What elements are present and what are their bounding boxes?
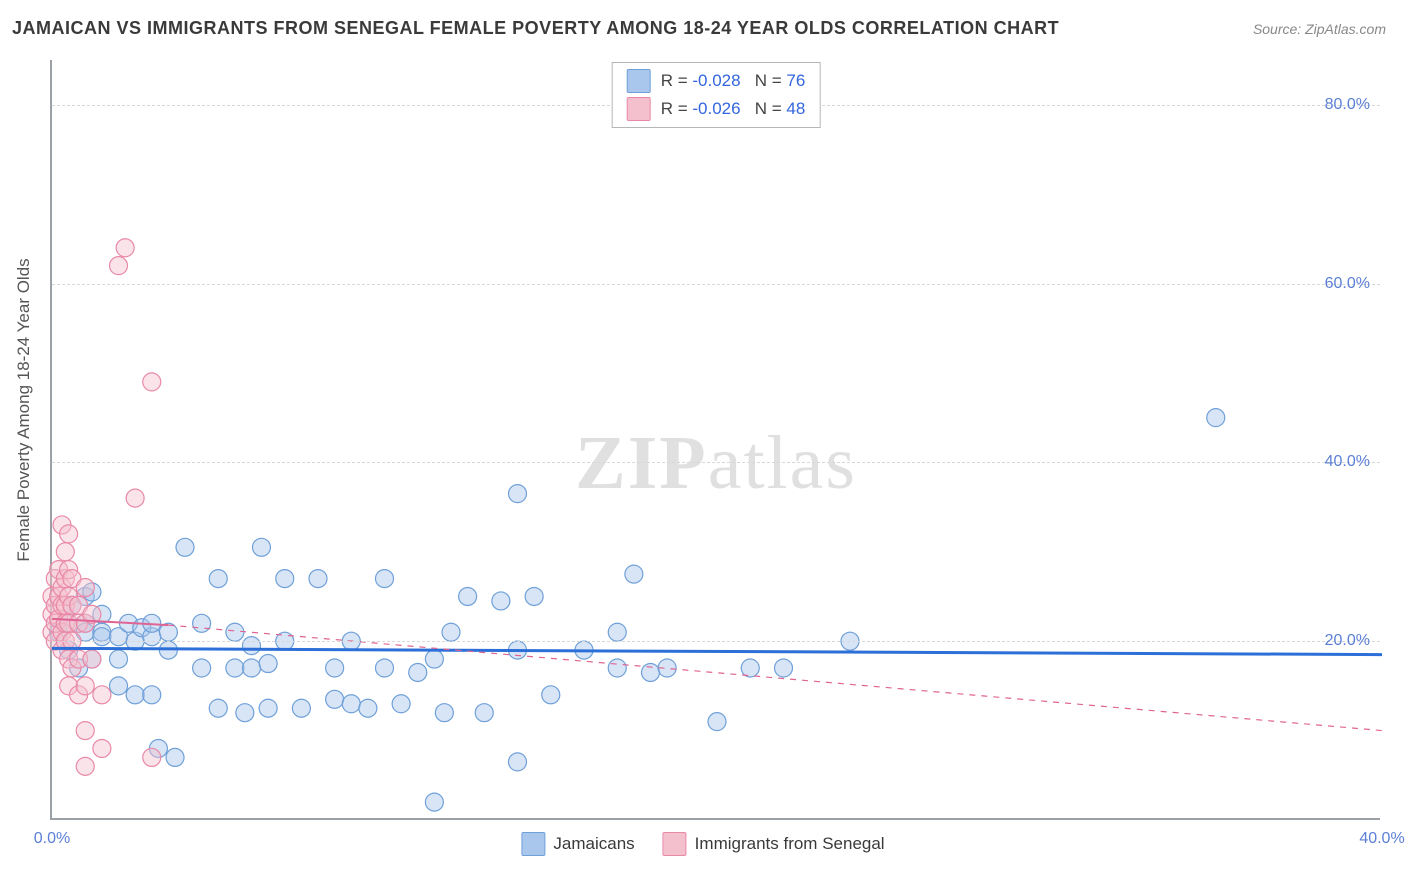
legend-item: Jamaicans: [521, 832, 634, 856]
data-point: [243, 637, 261, 655]
data-point: [708, 713, 726, 731]
x-tick-label: 0.0%: [34, 830, 70, 848]
data-point: [209, 570, 227, 588]
data-point: [492, 592, 510, 610]
corr-legend-text: R = -0.026 N = 48: [661, 99, 806, 119]
data-point: [775, 659, 793, 677]
data-point: [110, 257, 128, 275]
data-point: [209, 699, 227, 717]
data-point: [509, 485, 527, 503]
data-point: [83, 650, 101, 668]
data-point: [93, 686, 111, 704]
data-point: [259, 655, 277, 673]
data-point: [525, 587, 543, 605]
data-point: [376, 570, 394, 588]
data-point: [625, 565, 643, 583]
data-point: [236, 704, 254, 722]
data-point: [326, 690, 344, 708]
data-point: [741, 659, 759, 677]
data-point: [126, 686, 144, 704]
y-tick-label: 40.0%: [1325, 453, 1370, 471]
data-point: [76, 579, 94, 597]
data-point: [76, 677, 94, 695]
data-point: [475, 704, 493, 722]
data-point: [176, 538, 194, 556]
data-point: [226, 623, 244, 641]
data-point: [292, 699, 310, 717]
data-point: [166, 748, 184, 766]
data-point: [276, 570, 294, 588]
legend-swatch: [627, 97, 651, 121]
x-tick-label: 40.0%: [1359, 830, 1404, 848]
data-point: [359, 699, 377, 717]
source-label: Source: ZipAtlas.com: [1253, 21, 1386, 37]
data-point: [143, 373, 161, 391]
data-point: [442, 623, 460, 641]
legend-label: Immigrants from Senegal: [695, 834, 885, 854]
y-tick-label: 20.0%: [1325, 632, 1370, 650]
gridline: [52, 641, 1380, 642]
data-point: [326, 659, 344, 677]
y-tick-label: 60.0%: [1325, 275, 1370, 293]
data-point: [93, 739, 111, 757]
chart-title: JAMAICAN VS IMMIGRANTS FROM SENEGAL FEMA…: [12, 18, 1059, 39]
data-point: [243, 659, 261, 677]
data-point: [56, 543, 74, 561]
scatter-svg: [52, 60, 1380, 818]
data-point: [76, 757, 94, 775]
legend-label: Jamaicans: [553, 834, 634, 854]
bottom-legend: Jamaicans Immigrants from Senegal: [521, 832, 884, 856]
legend-item: Immigrants from Senegal: [663, 832, 885, 856]
plot-area: ZIPatlas R = -0.028 N = 76R = -0.026 N =…: [50, 60, 1380, 820]
data-point: [509, 753, 527, 771]
y-axis-title: Female Poverty Among 18-24 Year Olds: [14, 258, 34, 561]
data-point: [608, 659, 626, 677]
data-point: [110, 677, 128, 695]
corr-legend-row: R = -0.026 N = 48: [627, 97, 806, 121]
correlation-legend: R = -0.028 N = 76 R = -0.026 N = 48: [612, 62, 821, 128]
data-point: [409, 663, 427, 681]
data-point: [252, 538, 270, 556]
data-point: [126, 489, 144, 507]
data-point: [425, 650, 443, 668]
data-point: [193, 659, 211, 677]
data-point: [342, 695, 360, 713]
data-point: [542, 686, 560, 704]
data-point: [435, 704, 453, 722]
legend-swatch: [663, 832, 687, 856]
data-point: [392, 695, 410, 713]
gridline: [52, 462, 1380, 463]
data-point: [376, 659, 394, 677]
data-point: [459, 587, 477, 605]
corr-legend-text: R = -0.028 N = 76: [661, 71, 806, 91]
data-point: [110, 650, 128, 668]
gridline: [52, 284, 1380, 285]
data-point: [642, 663, 660, 681]
corr-legend-row: R = -0.028 N = 76: [627, 69, 806, 93]
data-point: [259, 699, 277, 717]
data-point: [1207, 409, 1225, 427]
data-point: [143, 748, 161, 766]
legend-swatch: [627, 69, 651, 93]
data-point: [93, 628, 111, 646]
data-point: [159, 623, 177, 641]
data-point: [309, 570, 327, 588]
data-point: [76, 722, 94, 740]
data-point: [608, 623, 626, 641]
data-point: [193, 614, 211, 632]
data-point: [425, 793, 443, 811]
data-point: [116, 239, 134, 257]
data-point: [143, 686, 161, 704]
data-point: [226, 659, 244, 677]
data-point: [60, 525, 78, 543]
y-tick-label: 80.0%: [1325, 96, 1370, 114]
legend-swatch: [521, 832, 545, 856]
